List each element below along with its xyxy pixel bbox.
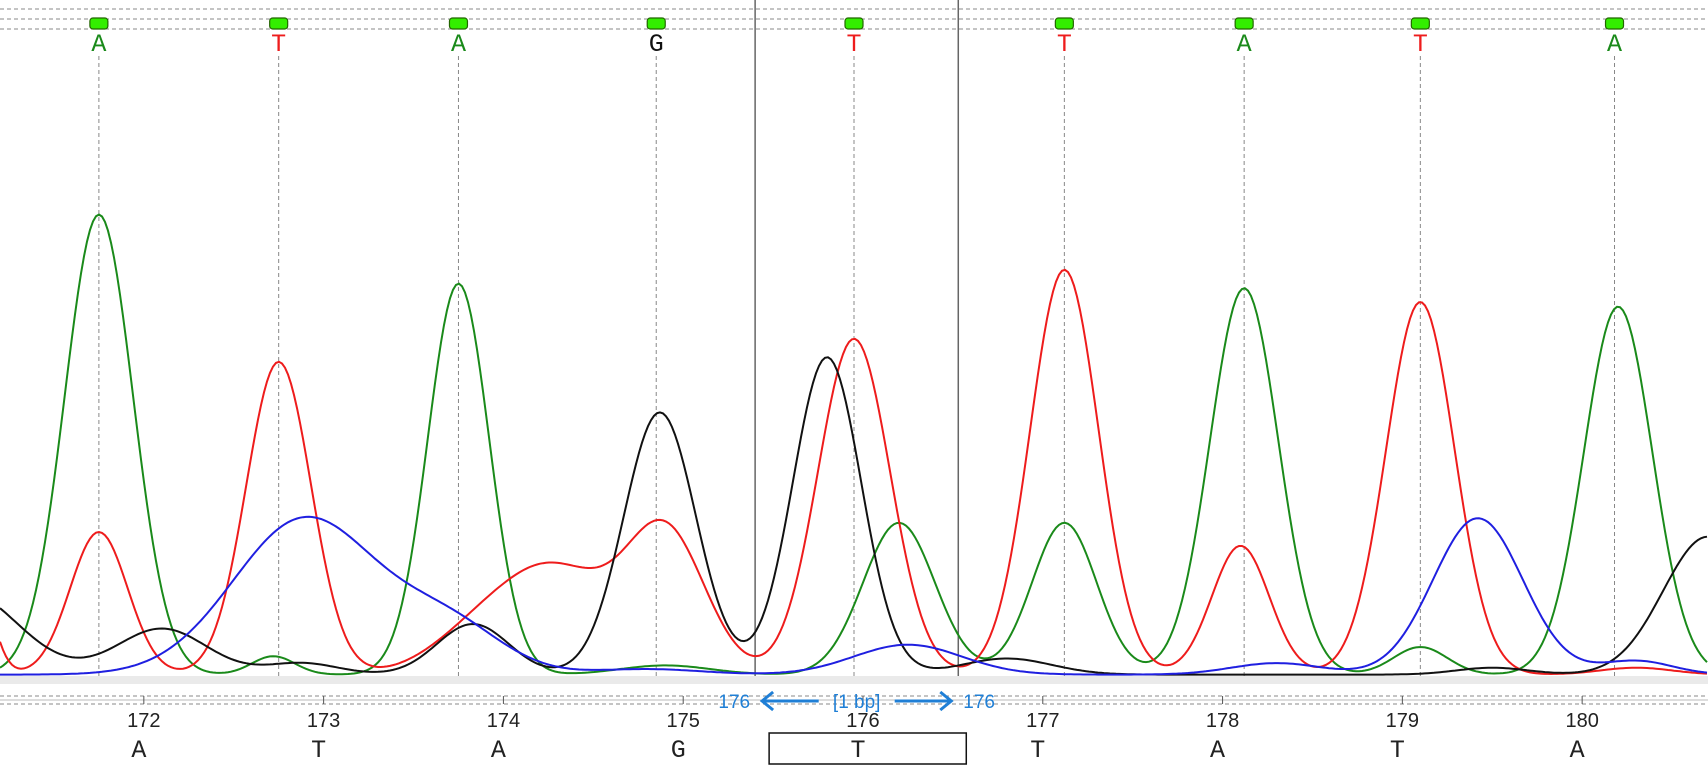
called-base-label: T [1057, 30, 1072, 59]
called-base-label: G [649, 30, 664, 59]
quality-marker [1410, 17, 1430, 30]
selected-base-box[interactable] [768, 732, 968, 765]
consensus-base: T [1390, 736, 1405, 765]
consensus-base: A [1570, 736, 1585, 765]
axis-tick-label: 179 [1386, 710, 1419, 732]
consensus-base: T [1030, 736, 1045, 765]
consensus-base: T [311, 736, 326, 765]
called-base-label: T [846, 30, 861, 59]
selection-boundaries[interactable] [754, 0, 960, 676]
axis-tick-label: 172 [127, 710, 160, 732]
axis-tick-label: 175 [667, 710, 700, 732]
quality-marker [1054, 17, 1074, 30]
trace-T [0, 268, 1708, 676]
consensus-base: A [1210, 736, 1225, 765]
called-base-label: A [1237, 30, 1252, 59]
selection-arrowhead-right [939, 690, 954, 712]
position-axis: 172 173 174 175 176 177 178 179 180 [0, 696, 1708, 732]
axis-tick-label: 177 [1026, 710, 1059, 732]
quality-marker [1234, 17, 1254, 30]
selection-end-label: 176 [963, 692, 995, 713]
called-base-label: T [1413, 30, 1428, 59]
base-call-markers [89, 17, 1625, 30]
selection-indicator[interactable]: 176 176 [1 bp] [718, 690, 995, 713]
consensus-base: A [131, 736, 146, 765]
trace-A [0, 213, 1708, 676]
axis-tick-label: 180 [1565, 710, 1598, 732]
peak-guide-lines [98, 56, 1616, 676]
called-base-label: A [1607, 30, 1622, 59]
called-base-label: T [271, 30, 286, 59]
trace-C [0, 515, 1708, 676]
quality-marker [448, 17, 469, 30]
quality-marker [1604, 17, 1625, 30]
consensus-base: T [850, 736, 865, 765]
selection-arrowhead-left [759, 690, 775, 712]
quality-marker [844, 17, 864, 30]
quality-marker [269, 17, 289, 30]
selection-start-label: 176 [718, 692, 750, 713]
axis-tick-label: 176 [846, 710, 879, 732]
axis-tick-label: 178 [1206, 710, 1239, 732]
quality-marker [646, 17, 666, 30]
consensus-base: A [491, 736, 506, 765]
consensus-base: G [671, 736, 686, 765]
selection-size-label: [1 bp] [833, 692, 881, 713]
quality-marker [89, 17, 109, 30]
called-base-label: A [91, 30, 106, 59]
axis-tick-label: 173 [307, 710, 340, 732]
trace-G [0, 356, 1708, 676]
axis-tick-label: 174 [487, 710, 520, 732]
trace-series [0, 213, 1708, 676]
called-base-label: A [451, 30, 466, 59]
baseline-band [0, 676, 1708, 684]
